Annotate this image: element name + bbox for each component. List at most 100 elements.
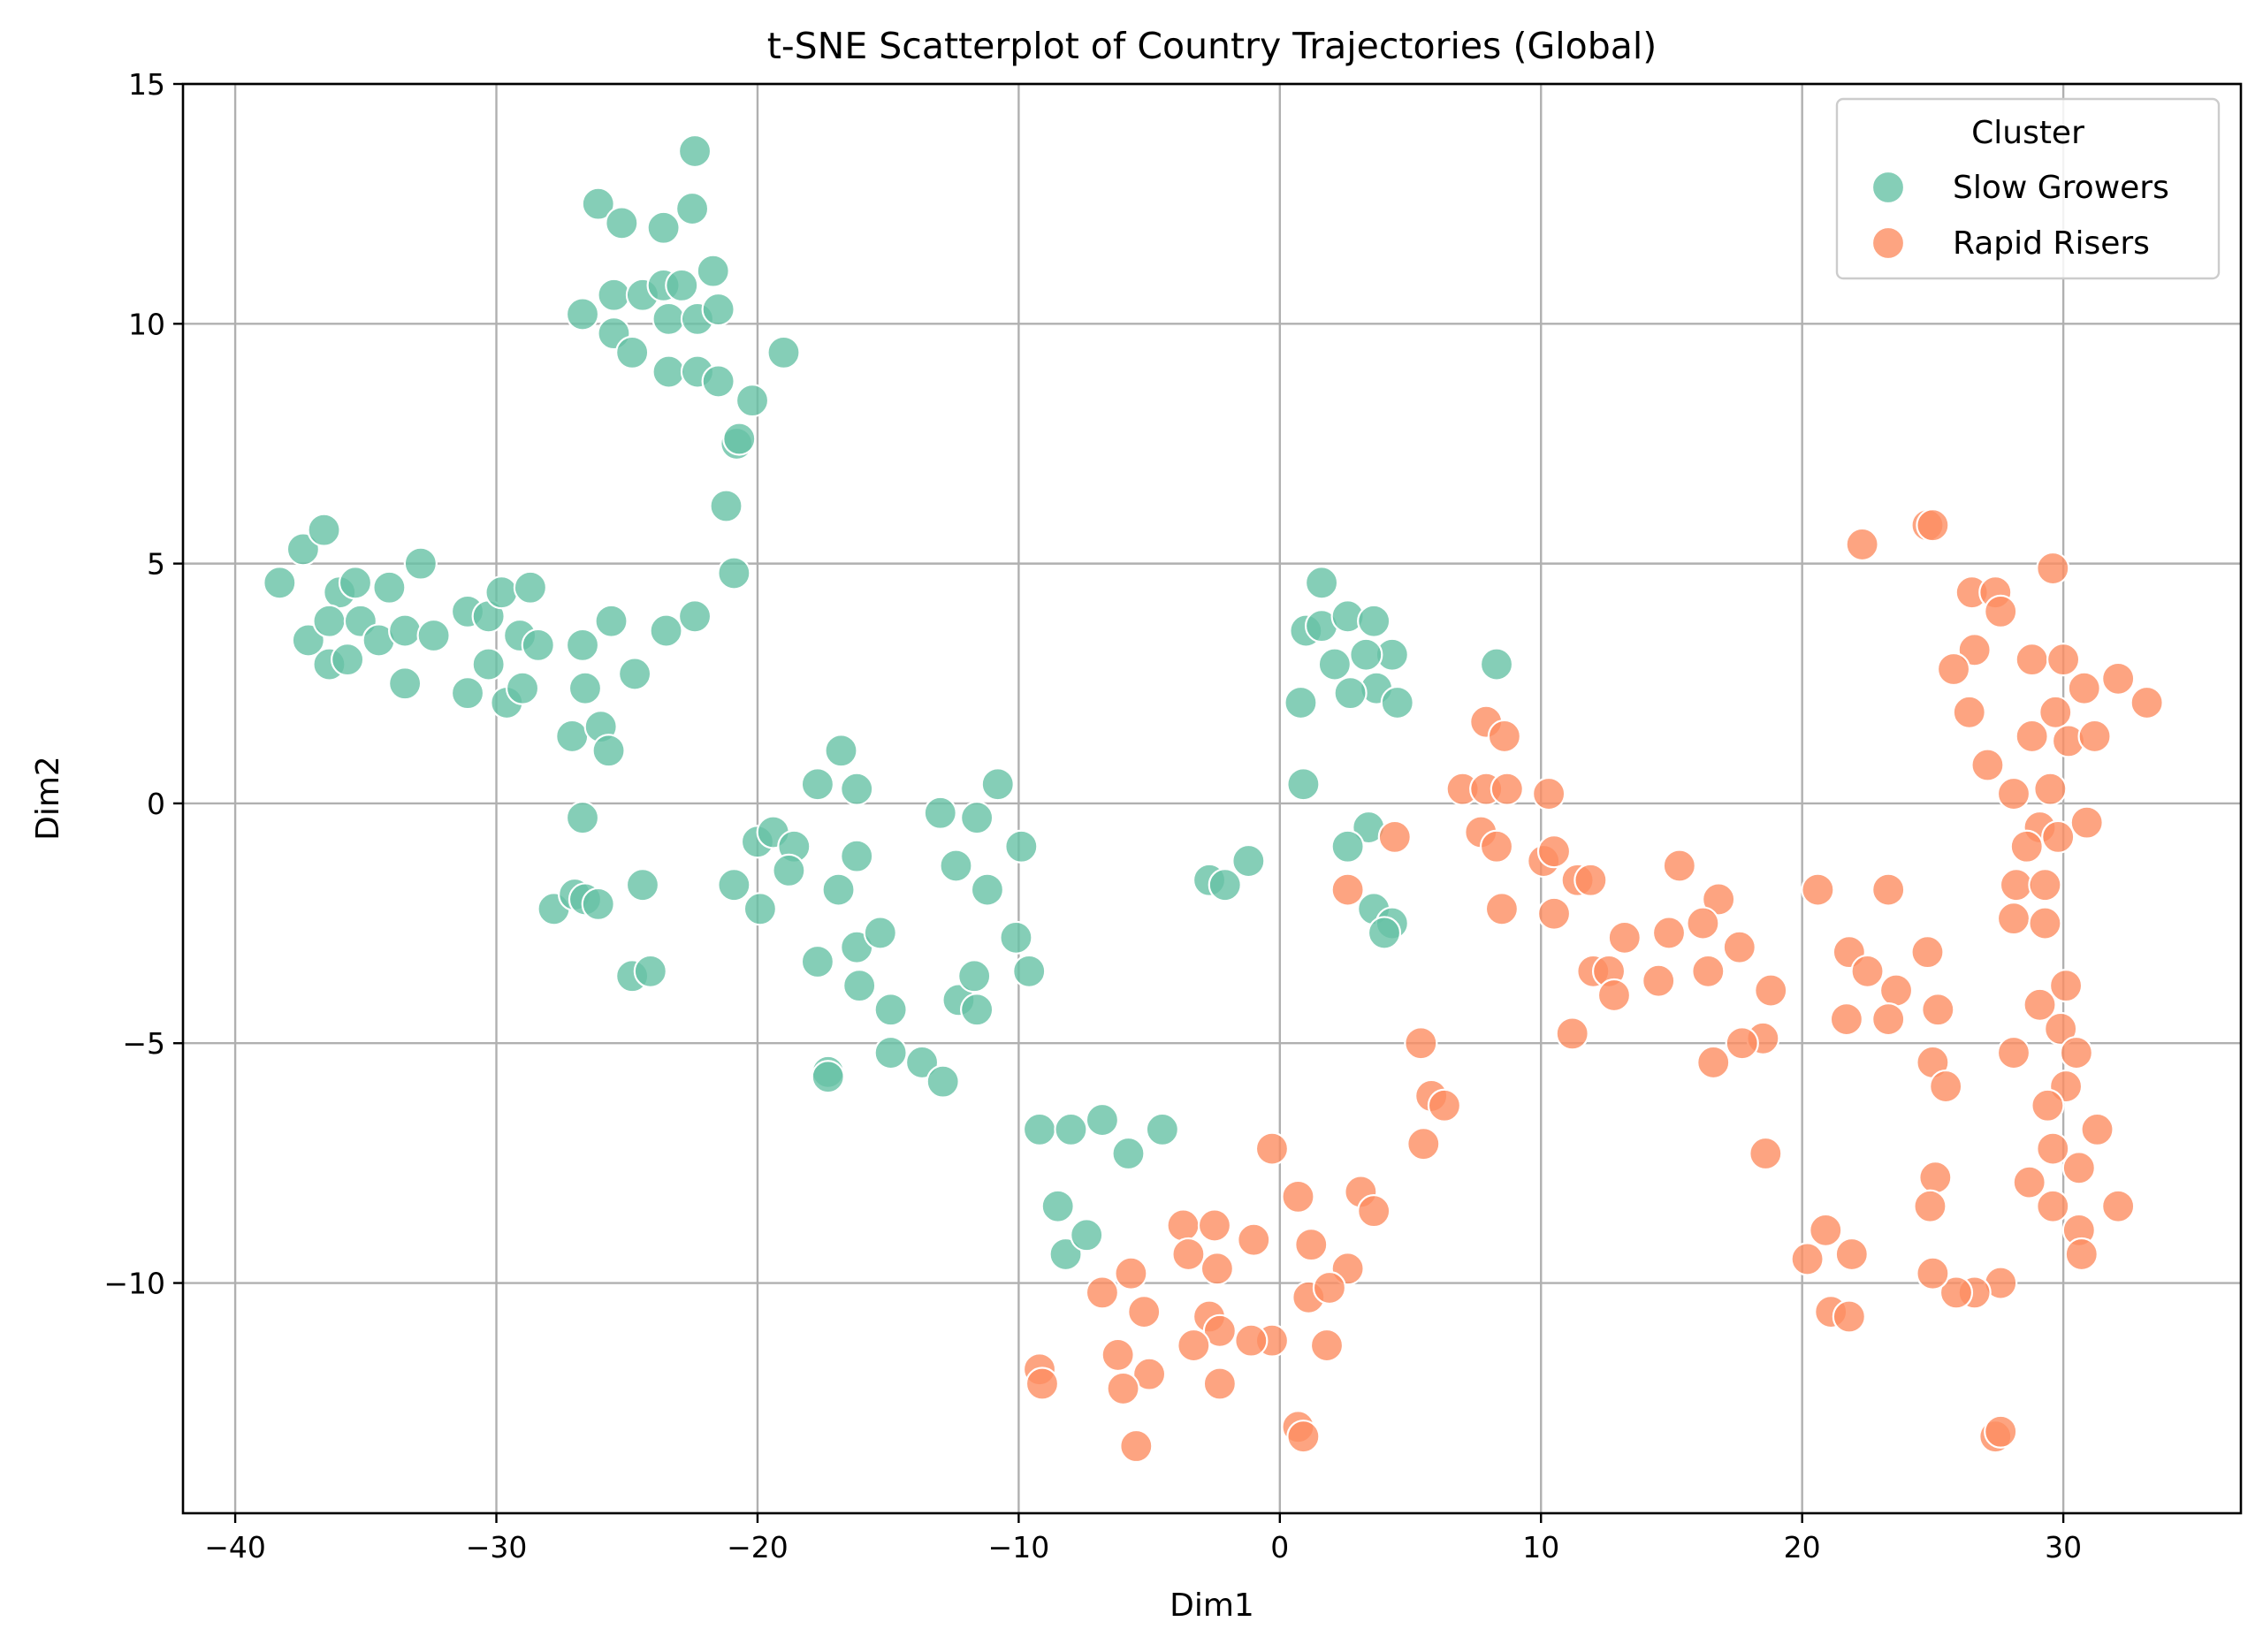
- rapid-risers-point: [1984, 594, 2018, 628]
- rapid-risers-point: [1952, 695, 1986, 729]
- rapid-risers-point: [1573, 863, 1608, 897]
- slow-growers-point: [1367, 916, 1402, 950]
- rapid-risers-point: [1254, 1131, 1290, 1166]
- rapid-risers-point: [1662, 849, 1696, 883]
- slow-growers-point: [291, 623, 325, 658]
- x-axis-ticks: −40 −30 −20 −10 0 10 20 30: [204, 1513, 2082, 1564]
- rapid-risers-point: [1357, 1194, 1391, 1229]
- rapid-risers-point: [2012, 1165, 2046, 1199]
- slow-growers-point: [824, 734, 858, 768]
- rapid-risers-point: [2077, 719, 2112, 754]
- x-tick-label: −40: [204, 1530, 266, 1564]
- rapid-risers-point: [1996, 1035, 2031, 1070]
- slow-growers-point: [286, 532, 320, 567]
- rapid-risers-point: [1171, 1237, 1206, 1272]
- rapid-risers-point: [1197, 1208, 1232, 1243]
- slow-growers-point: [904, 1045, 940, 1080]
- rapid-risers-point: [2048, 969, 2084, 1003]
- slow-growers-point: [403, 546, 438, 581]
- rapid-risers-point: [1596, 978, 1632, 1013]
- y-tick-label: 10: [128, 307, 165, 341]
- slow-growers-point: [1208, 868, 1242, 902]
- slow-growers-point: [873, 993, 908, 1027]
- slow-growers-point: [970, 872, 1005, 907]
- rapid-risers-point: [1996, 776, 2031, 811]
- rapid-risers-point: [1790, 1242, 1825, 1276]
- slow-growers-point: [597, 278, 631, 312]
- slow-growers-point: [581, 887, 615, 921]
- slow-growers-point: [1231, 843, 1266, 879]
- slow-growers-point: [1333, 676, 1368, 711]
- slow-growers-point: [388, 666, 423, 701]
- slow-growers-point: [617, 657, 652, 691]
- rapid-risers-point: [1119, 1428, 1154, 1464]
- rapid-risers-point: [1918, 1161, 1953, 1195]
- x-axis-label: Dim1: [1170, 1587, 1254, 1624]
- rapid-risers-point: [2101, 661, 2136, 696]
- rapid-risers-point: [1686, 906, 1720, 940]
- rapid-risers-point: [1691, 954, 1726, 988]
- slow-growers-point: [1479, 647, 1514, 681]
- x-tick-label: −20: [727, 1530, 789, 1564]
- slow-growers-point: [568, 671, 603, 705]
- slow-growers-point: [1004, 829, 1039, 864]
- slow-growers-point: [1380, 685, 1414, 720]
- rapid-risers-point: [1127, 1295, 1162, 1329]
- rapid-risers-point: [1177, 1328, 1211, 1363]
- rapid-risers-point: [2130, 685, 2164, 720]
- legend-label-slow-growers: Slow Growers: [1953, 170, 2169, 206]
- rapid-risers-point: [2028, 906, 2062, 940]
- slow-growers-point: [1070, 1218, 1104, 1252]
- rapid-risers-point: [2038, 695, 2073, 729]
- rapid-risers-point: [1085, 1275, 1120, 1310]
- x-tick-label: 20: [1784, 1530, 1821, 1564]
- rapid-risers-point: [1996, 902, 2031, 936]
- rapid-risers-point: [1970, 748, 2005, 782]
- legend-title: Cluster: [1971, 115, 2084, 151]
- rapid-risers-point: [2015, 643, 2049, 677]
- slow-growers-point: [450, 676, 485, 711]
- rapid-risers-point: [1312, 1270, 1347, 1306]
- rapid-risers-point: [1234, 1323, 1269, 1358]
- rapid-risers-point: [2059, 1035, 2093, 1070]
- slow-growers-point: [1349, 637, 1383, 672]
- slow-growers-point: [505, 671, 540, 705]
- rapid-risers-point: [1754, 973, 1788, 1008]
- rapid-risers-point: [1834, 1237, 1869, 1272]
- slow-growers-point: [471, 647, 506, 681]
- slow-growers-point: [1284, 685, 1318, 720]
- legend-box: [1835, 97, 2221, 280]
- rapid-risers-point: [1916, 508, 1950, 543]
- slow-growers-point: [674, 191, 710, 226]
- rapid-risers-point: [2036, 1189, 2070, 1223]
- slow-growers-point: [960, 993, 994, 1027]
- rapid-risers-point: [2041, 819, 2076, 855]
- slow-growers-point: [1304, 566, 1339, 600]
- x-tick-label: 0: [1270, 1530, 1289, 1564]
- slow-growers-point: [1317, 647, 1352, 681]
- slow-growers-point: [665, 268, 699, 302]
- rapid-risers-point: [2009, 829, 2044, 864]
- slow-growers-point: [923, 796, 957, 830]
- slow-growers-point: [999, 920, 1033, 955]
- rapid-risers-point: [1427, 1088, 1462, 1123]
- rapid-risers-point: [2023, 987, 2057, 1022]
- rapid-risers-point: [1702, 882, 1736, 917]
- slow-growers-point: [651, 354, 686, 389]
- rapid-risers-point: [2064, 1237, 2099, 1272]
- rapid-risers-point: [2036, 1131, 2070, 1166]
- slow-growers-point: [1048, 1237, 1083, 1272]
- rapid-risers-point: [2061, 1151, 2096, 1185]
- slow-growers-point: [388, 613, 423, 648]
- chart-title: t-SNE Scatterplot of Country Trajectorie…: [767, 25, 1657, 67]
- slow-growers-point: [312, 604, 347, 638]
- rapid-risers-point: [1487, 719, 1521, 754]
- y-axis-label: Dim2: [30, 756, 66, 841]
- slow-growers-point: [372, 570, 407, 605]
- rapid-risers-point: [1999, 868, 2034, 902]
- rapid-risers-point: [1722, 930, 1756, 964]
- rapid-risers-point: [1286, 1420, 1321, 1454]
- slow-growers-point: [743, 892, 778, 926]
- rapid-risers-point: [1878, 973, 1914, 1008]
